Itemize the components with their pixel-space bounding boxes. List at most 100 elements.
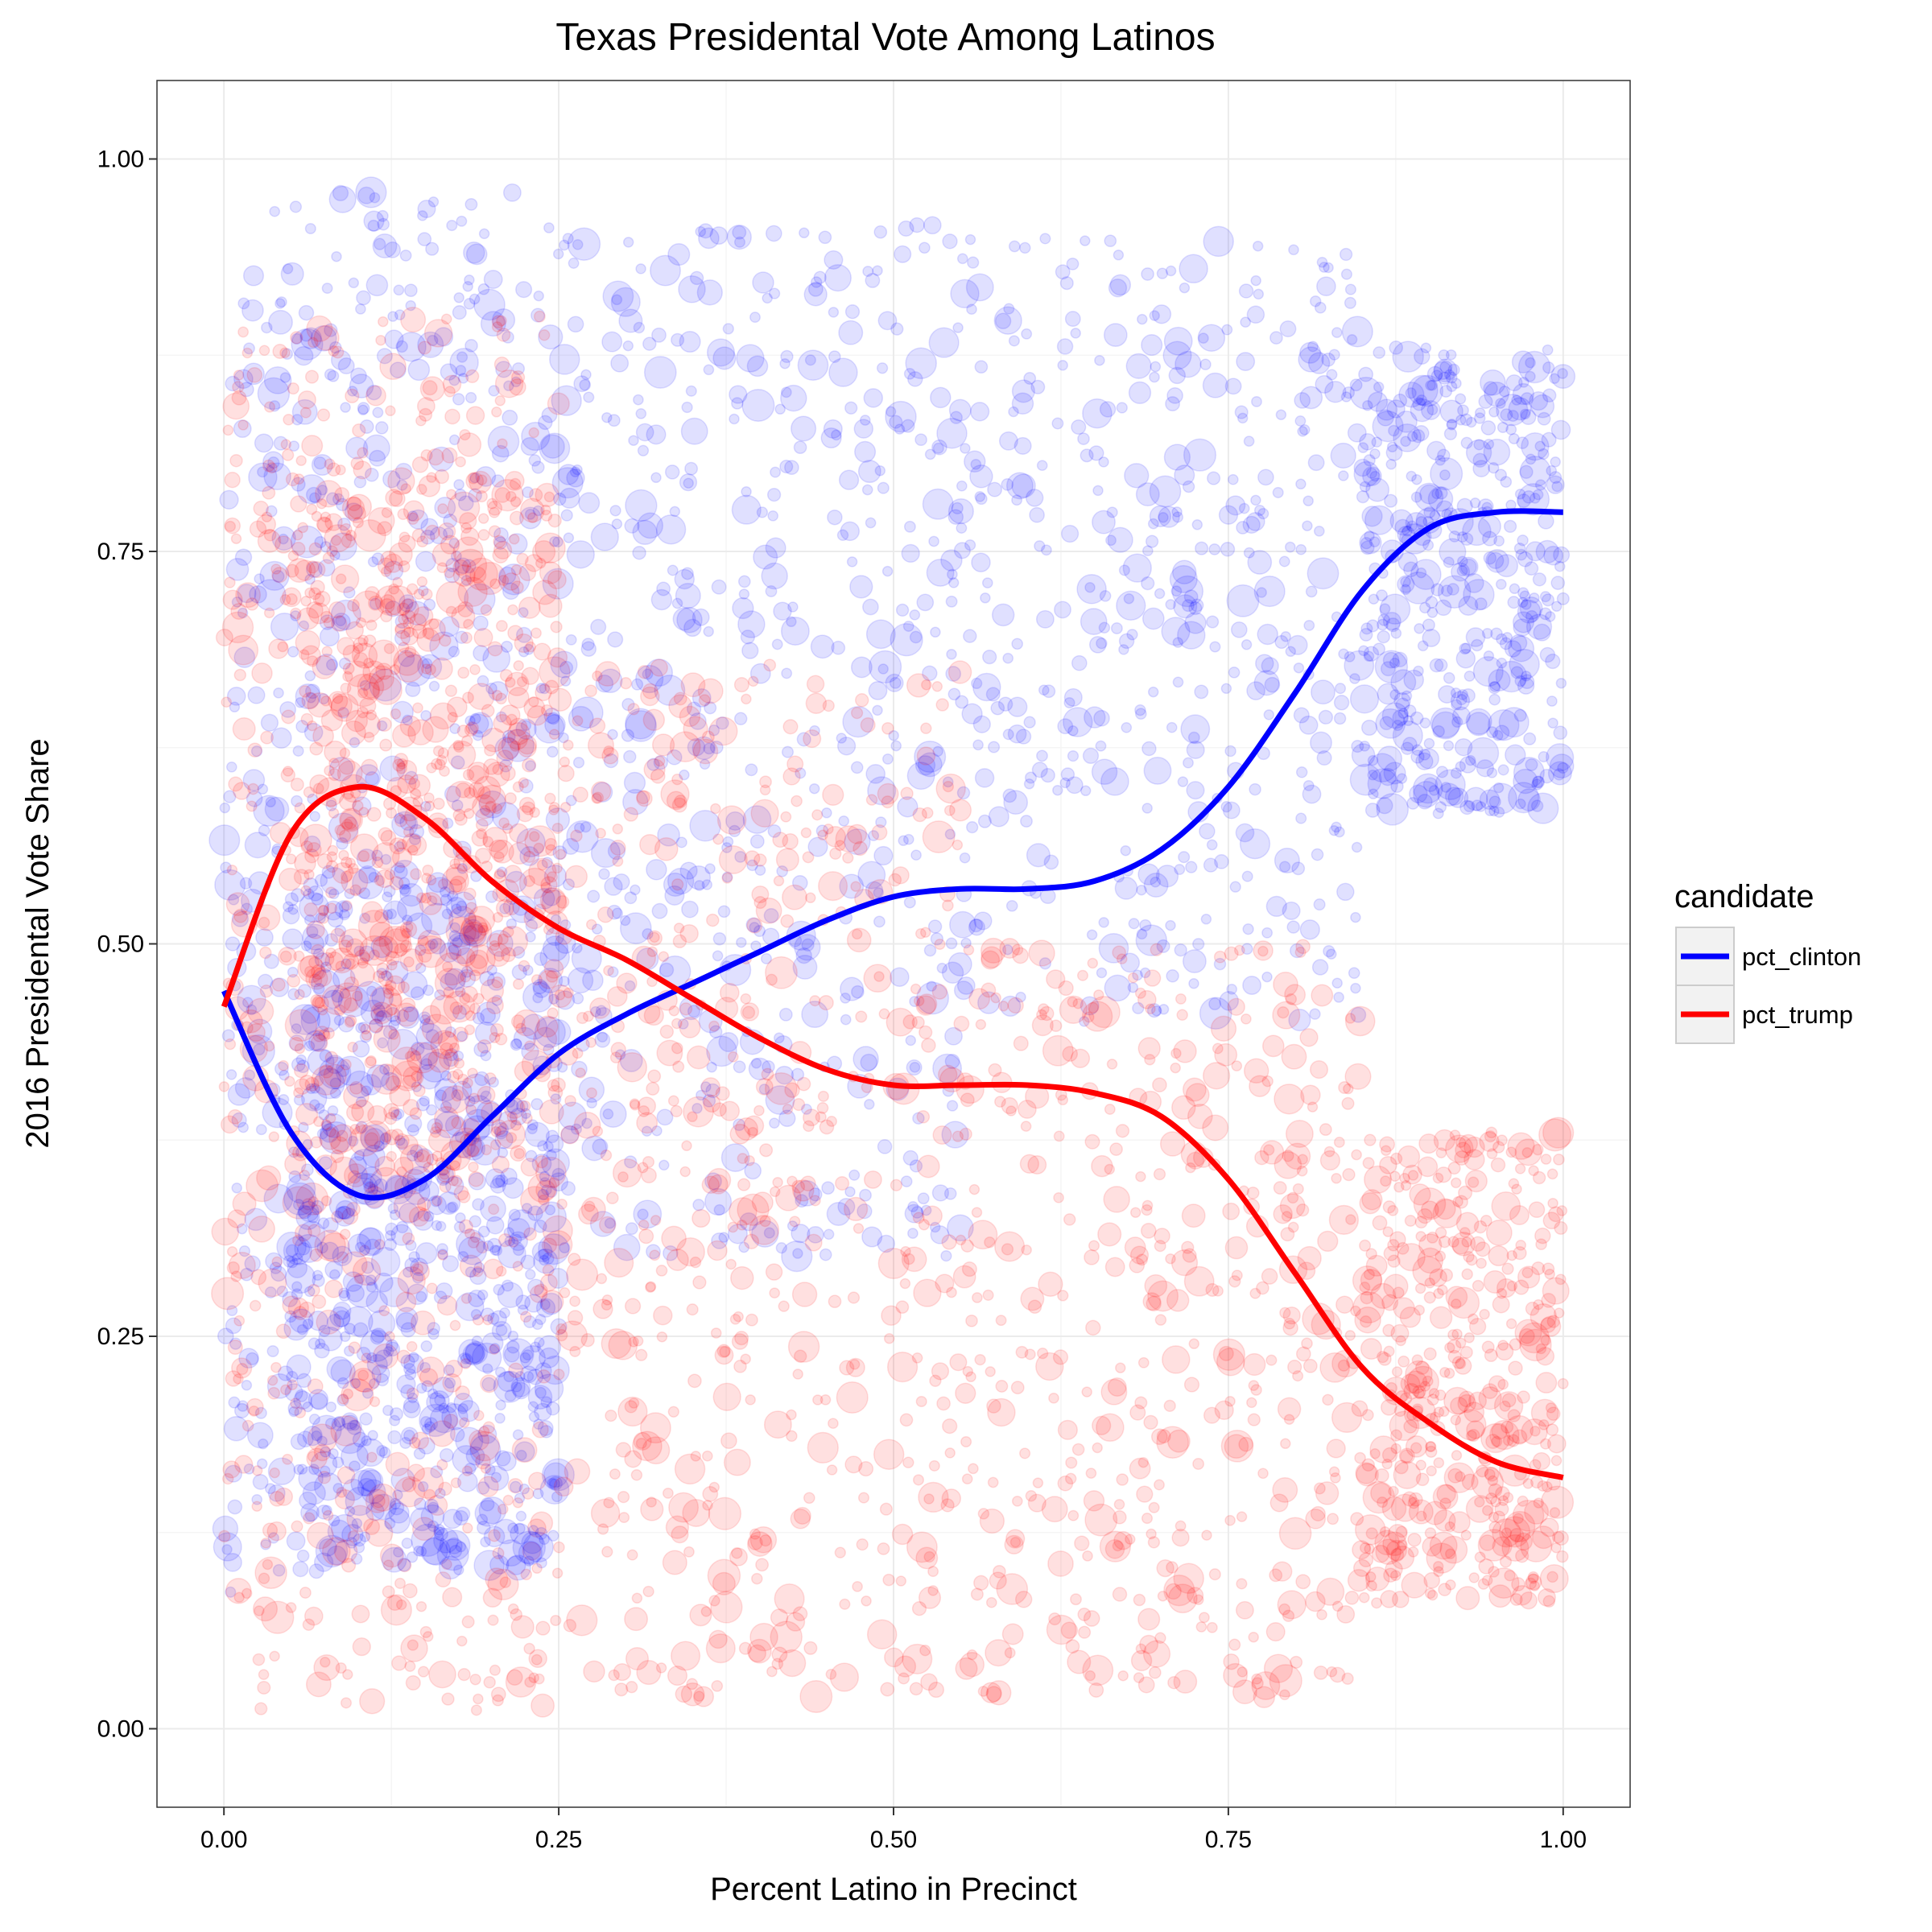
pct_trump-point	[729, 1547, 748, 1567]
pct_trump-point	[606, 985, 628, 1007]
pct_trump-point	[692, 1275, 707, 1290]
pct_clinton-point	[646, 859, 667, 881]
pct_trump-point	[673, 691, 687, 706]
pct_trump-point	[655, 1662, 667, 1674]
pct_trump-point	[1041, 1496, 1068, 1523]
pct_trump-point	[706, 1167, 732, 1193]
pct_clinton-point	[1007, 696, 1028, 717]
pct_trump-point	[463, 887, 477, 901]
pct_trump-point	[819, 1119, 835, 1135]
pct_trump-point	[295, 1103, 319, 1126]
pct_clinton-point	[942, 233, 958, 250]
pct_clinton-point	[722, 836, 734, 848]
pct_clinton-point	[1494, 469, 1508, 481]
pct_clinton-point	[495, 1323, 508, 1336]
pct_clinton-point	[522, 643, 535, 655]
pct_trump-point	[231, 1357, 253, 1379]
pct_clinton-point	[365, 1501, 385, 1521]
pct_clinton-point	[623, 749, 637, 764]
pct_trump-point	[985, 1686, 1002, 1703]
pct_clinton-point	[348, 277, 360, 289]
pct_clinton-point	[458, 1339, 485, 1365]
pct_trump-point	[422, 864, 434, 877]
pct_trump-point	[792, 1606, 808, 1622]
pct_trump-point	[482, 1587, 503, 1608]
pct_trump-point	[947, 660, 972, 684]
pct_trump-point	[428, 1660, 456, 1689]
pct_clinton-point	[568, 258, 580, 269]
pct_clinton-point	[1392, 720, 1423, 751]
pct_trump-point	[470, 1704, 482, 1716]
pct_clinton-point	[965, 273, 994, 302]
pct_clinton-point	[1525, 370, 1536, 382]
pct_clinton-point	[865, 619, 896, 650]
pct_trump-point	[671, 1042, 683, 1055]
pct_clinton-point	[407, 1124, 419, 1137]
pct_clinton-point	[356, 848, 378, 869]
pct_trump-point	[799, 1175, 816, 1192]
chart-title: Texas Presidental Vote Among Latinos	[555, 16, 1215, 59]
pct_trump-point	[379, 738, 393, 752]
pct_clinton-point	[238, 1245, 251, 1257]
pct_trump-point	[365, 385, 386, 407]
pct_clinton-point	[1206, 615, 1220, 629]
pct_trump-point	[353, 519, 386, 552]
pct_trump-point	[530, 1693, 555, 1718]
pct_trump-point	[936, 1396, 951, 1411]
pct_trump-point	[338, 758, 356, 775]
pct_clinton-point	[1080, 448, 1094, 463]
pct_clinton-point	[340, 402, 351, 413]
pct_clinton-point	[497, 1239, 526, 1269]
pct_clinton-point	[379, 755, 406, 782]
pct_trump-point	[400, 1634, 428, 1662]
pct_clinton-point	[244, 832, 271, 859]
pct_clinton-point	[1113, 250, 1125, 261]
pct_clinton-point	[1077, 432, 1090, 445]
pct_trump-point	[989, 1571, 1007, 1590]
pct_clinton-point	[1460, 688, 1476, 704]
pct_clinton-point	[1311, 959, 1329, 976]
pct_clinton-point	[900, 1175, 913, 1187]
pct_clinton-point	[1145, 535, 1159, 548]
pct_trump-point	[601, 1546, 613, 1558]
pct_clinton-point	[385, 1229, 396, 1241]
pct_clinton-point	[1141, 803, 1153, 814]
pct_trump-point	[617, 1490, 630, 1504]
pct_clinton-point	[907, 1201, 919, 1212]
pct_clinton-point	[1243, 547, 1255, 559]
pct_clinton-point	[1326, 369, 1338, 381]
pct_trump-point	[848, 1359, 861, 1370]
pct_clinton-point	[492, 308, 516, 332]
pct_trump-point	[261, 1600, 295, 1634]
pct_trump-point	[787, 1331, 820, 1363]
pct_clinton-point	[254, 433, 274, 453]
pct_clinton-point	[824, 264, 852, 292]
pct_trump-point	[1112, 1540, 1124, 1552]
pct_trump-point	[608, 1669, 620, 1682]
pct_trump-point	[955, 1382, 976, 1404]
pct_clinton-point	[1309, 1008, 1321, 1020]
pct_clinton-point	[1154, 588, 1166, 600]
pct_trump-point	[1279, 1307, 1291, 1319]
pct_trump-point	[404, 1660, 416, 1672]
pct_trump-point	[416, 1356, 445, 1385]
pct_clinton-point	[539, 1298, 551, 1311]
pct_trump-point	[1224, 1236, 1249, 1260]
pct_clinton-point	[241, 1380, 253, 1391]
pct_trump-point	[985, 1596, 997, 1608]
pct_trump-point	[707, 1240, 728, 1261]
pct_clinton-point	[1199, 823, 1216, 840]
pct_trump-point	[294, 559, 316, 581]
pct_clinton-point	[477, 1424, 497, 1444]
pct_trump-point	[1192, 1458, 1205, 1470]
pct_trump-point	[312, 654, 336, 679]
pct_clinton-point	[1515, 548, 1528, 561]
pct_clinton-point	[1238, 283, 1254, 299]
pct_trump-point	[538, 329, 551, 341]
pct_trump-point	[281, 709, 296, 724]
pct_trump-point	[1305, 1591, 1326, 1612]
pct_trump-point	[260, 1537, 272, 1549]
pct_trump-point	[266, 462, 278, 474]
pct_trump-point	[1328, 1204, 1360, 1236]
pct_trump-point	[847, 1291, 861, 1304]
